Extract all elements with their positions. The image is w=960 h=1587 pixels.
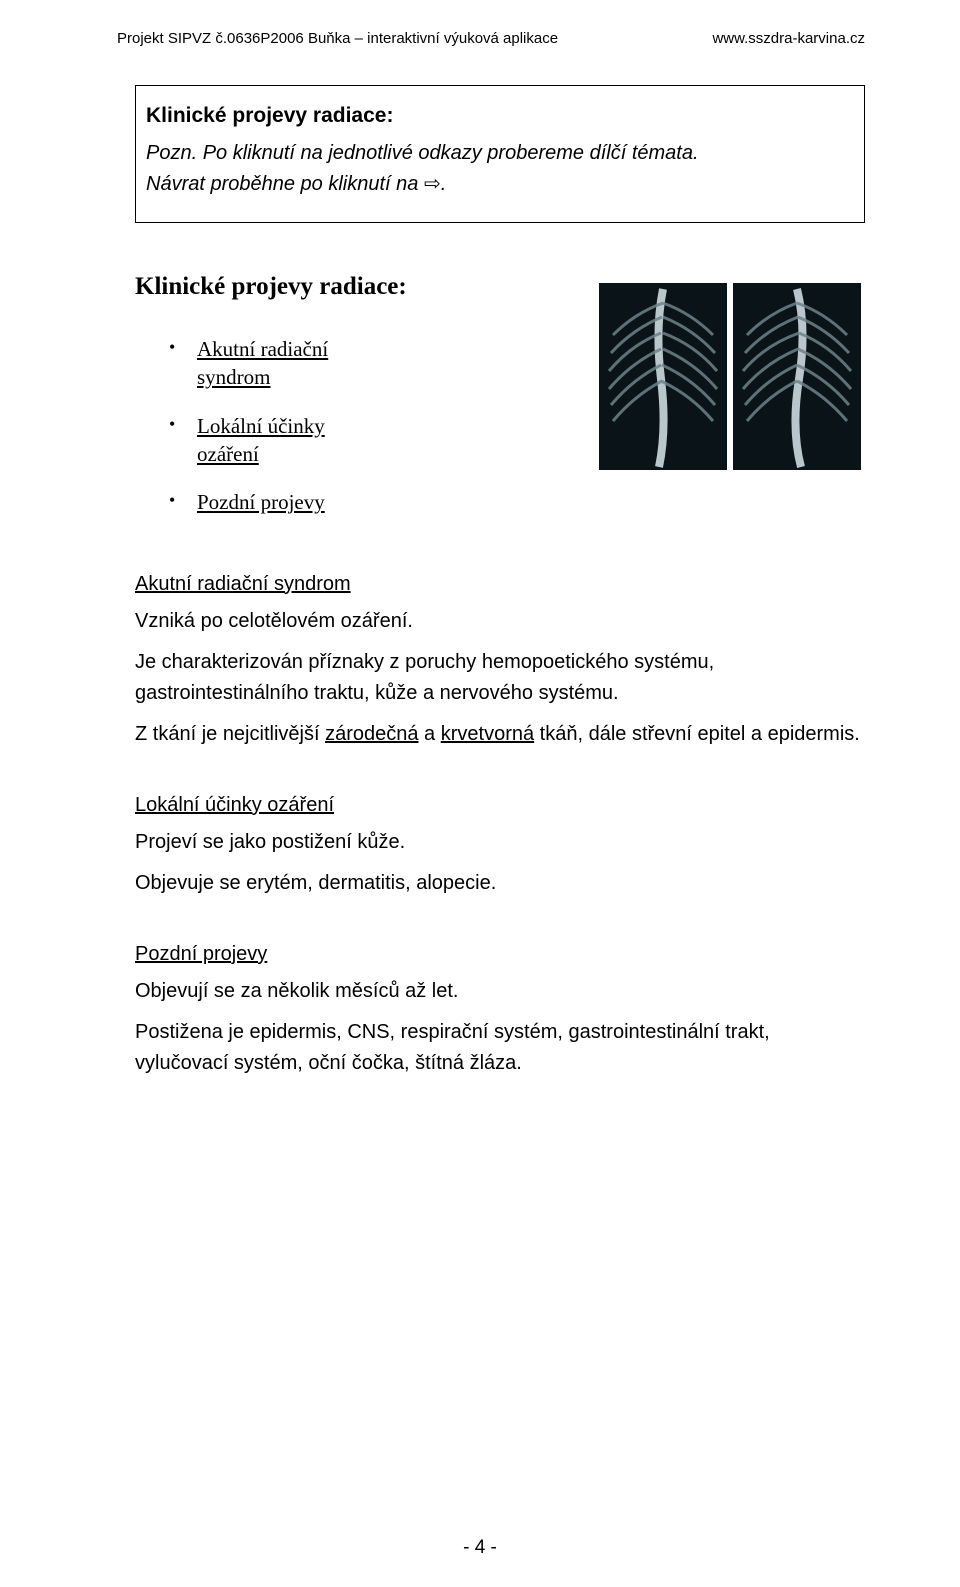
xray-image [595,279,865,474]
intro-note-line2-prefix: Návrat proběhne po kliknutí na [146,173,424,195]
header-project: Projekt SIPVZ č.0636P2006 Buňka – intera… [117,30,558,47]
paragraph-pozdni: Pozdní projevy Objevují se za několik mě… [135,943,865,1079]
paragraph-line: Je charakterizován příznaky z poruchy he… [135,647,865,709]
link-lokalni-ucinky-ozareni[interactable]: Lokální účinky ozáření [169,412,555,469]
xray-panel-right [733,283,861,470]
paragraph-line: Vzniká po celotělovém ozáření. [135,606,865,637]
link-akutni-radiacni-syndrom[interactable]: Akutní radiační syndrom [169,335,555,392]
paragraph-heading: Pozdní projevy [135,943,267,966]
text-fragment: a [418,723,440,745]
intro-note-line1: Pozn. Po kliknutí na jednotlivé odkazy p… [146,142,699,164]
link-label-line: Akutní radiační [197,337,328,361]
text-fragment: Z tkání je nejcitlivější [135,723,325,745]
underlined-term: krvetvorná [441,723,534,745]
paragraph-line: Objevuje se erytém, dermatitis, alopecie… [135,868,865,899]
text-fragment: tkáň, dále střevní epitel a epidermis. [534,723,860,745]
link-label-line: syndrom [197,365,271,389]
paragraph-line: Objevují se za několik měsíců až let. [135,976,865,1007]
arrow-icon: ⇨ [424,173,441,195]
paragraph-line: Postižena je epidermis, CNS, respirační … [135,1017,865,1079]
paragraph-akutni: Akutní radiační syndrom Vzniká po celotě… [135,573,865,750]
paragraph-line: Projeví se jako postižení kůže. [135,827,865,858]
page-number: - 4 - [0,1537,960,1559]
paragraph-heading: Lokální účinky ozáření [135,794,334,817]
paragraph-lokalni: Lokální účinky ozáření Projeví se jako p… [135,794,865,899]
link-label-line: ozáření [197,442,259,466]
link-pozdni-projevy[interactable]: Pozdní projevy [169,488,555,516]
header-url: www.sszdra-karvina.cz [712,30,865,47]
syndrome-link-list: Akutní radiační syndrom Lokální účinky o… [169,335,555,517]
paragraph-line: Z tkání je nejcitlivější zárodečná a krv… [135,719,865,750]
link-label-line: Pozdní projevy [197,490,325,514]
intro-title: Klinické projevy radiace: [146,104,854,128]
xray-panel-left [599,283,727,470]
syndrome-menu-section: Klinické projevy radiace: Akutní radiačn… [135,273,865,537]
intro-note: Pozn. Po kliknutí na jednotlivé odkazy p… [146,138,854,200]
intro-note-line2-suffix: . [441,173,447,195]
link-label-line: Lokální účinky [197,414,325,438]
section-title: Klinické projevy radiace: [135,273,555,301]
paragraph-heading: Akutní radiační syndrom [135,573,351,596]
underlined-term: zárodečná [325,723,418,745]
intro-box: Klinické projevy radiace: Pozn. Po klikn… [135,85,865,223]
page-header: Projekt SIPVZ č.0636P2006 Buňka – intera… [117,30,865,47]
